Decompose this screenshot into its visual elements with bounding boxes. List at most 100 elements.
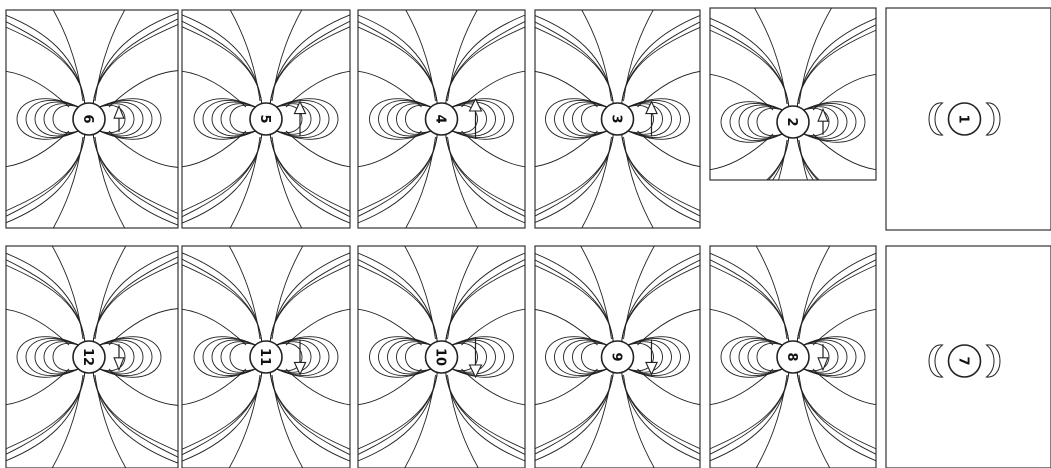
field-line [812, 73, 876, 111]
field-line [51, 374, 84, 468]
panel-11: 11 [181, 245, 351, 468]
field-line [405, 343, 436, 371]
field-line [182, 26, 263, 106]
field-line [812, 368, 876, 406]
field-lobe [985, 344, 1001, 378]
field-line [378, 100, 436, 138]
field-line [461, 130, 525, 168]
field-line [404, 374, 436, 468]
field-line [271, 246, 304, 340]
field-line [94, 101, 144, 137]
panel-label: 9 [609, 352, 624, 361]
field-line [6, 264, 86, 344]
field-line [202, 100, 261, 138]
field-line [358, 370, 438, 450]
field-line [535, 70, 598, 108]
field-lines [710, 246, 876, 468]
panel-label: 12 [80, 348, 95, 366]
field-line [34, 339, 84, 375]
field-line [6, 26, 86, 106]
field-line [358, 130, 422, 168]
arrow-up-icon [817, 107, 829, 122]
field-line [580, 246, 612, 340]
field-line [447, 341, 487, 373]
field-line [6, 368, 70, 406]
field-line [710, 264, 790, 344]
field-line [623, 101, 672, 137]
field-line [211, 101, 261, 137]
field-line [271, 98, 339, 140]
field-line [92, 262, 178, 344]
field-line [756, 343, 788, 371]
panel-8: 8 [709, 245, 877, 468]
field-line [623, 338, 681, 376]
field-line [271, 341, 312, 373]
field-line [623, 246, 655, 340]
field-line [798, 336, 866, 378]
charge-circle [72, 340, 106, 374]
field-line [623, 10, 654, 102]
field-lines [358, 10, 525, 228]
field-line [623, 98, 690, 140]
field-line [637, 70, 700, 108]
panel-1: 1 [885, 7, 1051, 231]
field-line [623, 374, 655, 468]
field-line [729, 338, 788, 376]
field-line [710, 73, 774, 111]
field-line [637, 368, 700, 406]
field-line [269, 26, 350, 106]
field-line [285, 368, 350, 406]
field-line [798, 139, 808, 180]
field-line [358, 70, 422, 108]
field-line [25, 338, 84, 376]
field-line [461, 308, 525, 346]
field-line [812, 133, 876, 171]
field-line [94, 341, 135, 373]
field-line [447, 336, 514, 378]
field-line [358, 26, 438, 106]
field-line [447, 374, 479, 468]
field-lobe [928, 344, 944, 378]
field-line [447, 10, 478, 102]
field-line [229, 10, 261, 102]
field-line [182, 70, 247, 108]
field-lines [535, 246, 700, 468]
field-lines [928, 344, 1001, 378]
field-line [445, 370, 525, 450]
arrow-up-icon [645, 100, 658, 115]
field-line [271, 100, 330, 138]
field-line [580, 374, 612, 468]
field-line [6, 308, 70, 346]
field-line [387, 339, 436, 375]
field-line [796, 29, 876, 109]
field-line [220, 103, 261, 135]
field-line [535, 26, 614, 106]
field-line [798, 374, 831, 468]
field-line [43, 341, 84, 373]
field-line [581, 343, 612, 371]
arrow-down-icon [293, 361, 307, 376]
field-line [710, 370, 790, 450]
field-line [229, 343, 261, 371]
field-line [637, 308, 700, 346]
field-line [572, 103, 612, 135]
arrow-down-icon [113, 357, 125, 372]
panel-9: 9 [534, 245, 701, 468]
field-line [621, 26, 700, 106]
field-line [545, 336, 612, 378]
field-line [447, 338, 505, 376]
field-line [6, 130, 70, 168]
field-line [358, 264, 438, 344]
field-line [94, 336, 162, 378]
field-line [796, 264, 876, 344]
field-line [623, 343, 654, 371]
field-line [52, 136, 84, 228]
field-line [535, 264, 614, 344]
field-line [798, 101, 866, 143]
field-line [229, 105, 261, 133]
field-line [738, 339, 788, 375]
field-line [271, 101, 321, 137]
panel-2: 2 [709, 7, 877, 181]
field-line [358, 368, 422, 406]
field-line [796, 135, 821, 180]
